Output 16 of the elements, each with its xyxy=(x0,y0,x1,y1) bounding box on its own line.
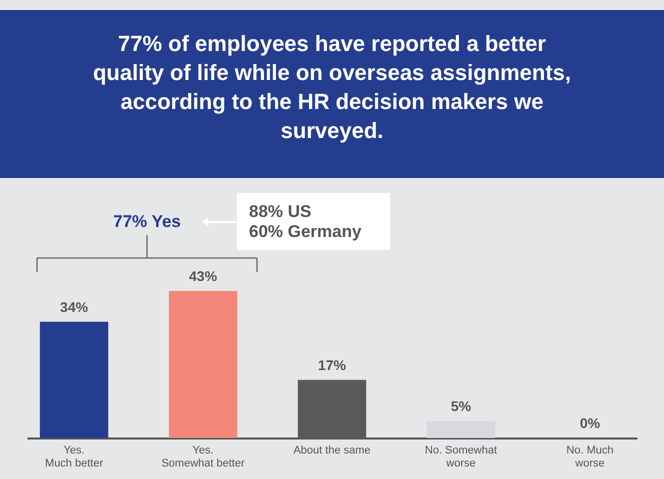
data-label: 17% xyxy=(318,356,347,373)
chart-title: 77% of employees have reported a better quality of life while on overseas assignments, according to the HR decision makers we surveyed. xyxy=(92,31,572,143)
text: 77% Yes xyxy=(113,212,181,231)
data-label: 0% xyxy=(580,415,601,431)
bar xyxy=(168,291,238,438)
x-tick-label: Yes. Much better xyxy=(45,444,104,470)
text: 88% US 60% Germany xyxy=(249,202,362,241)
data-label: 34% xyxy=(60,298,89,315)
bar xyxy=(40,322,108,438)
bar xyxy=(426,420,496,438)
x-tick-label: Yes. Somewhat better xyxy=(161,444,245,470)
x-tick-label: No. Much worse xyxy=(566,444,614,470)
x-tick-label: No. Somewhat worse xyxy=(424,444,498,470)
data-label: 43% xyxy=(189,268,218,284)
x-tick-label: About the same xyxy=(293,444,371,456)
data-label: 5% xyxy=(450,398,472,414)
